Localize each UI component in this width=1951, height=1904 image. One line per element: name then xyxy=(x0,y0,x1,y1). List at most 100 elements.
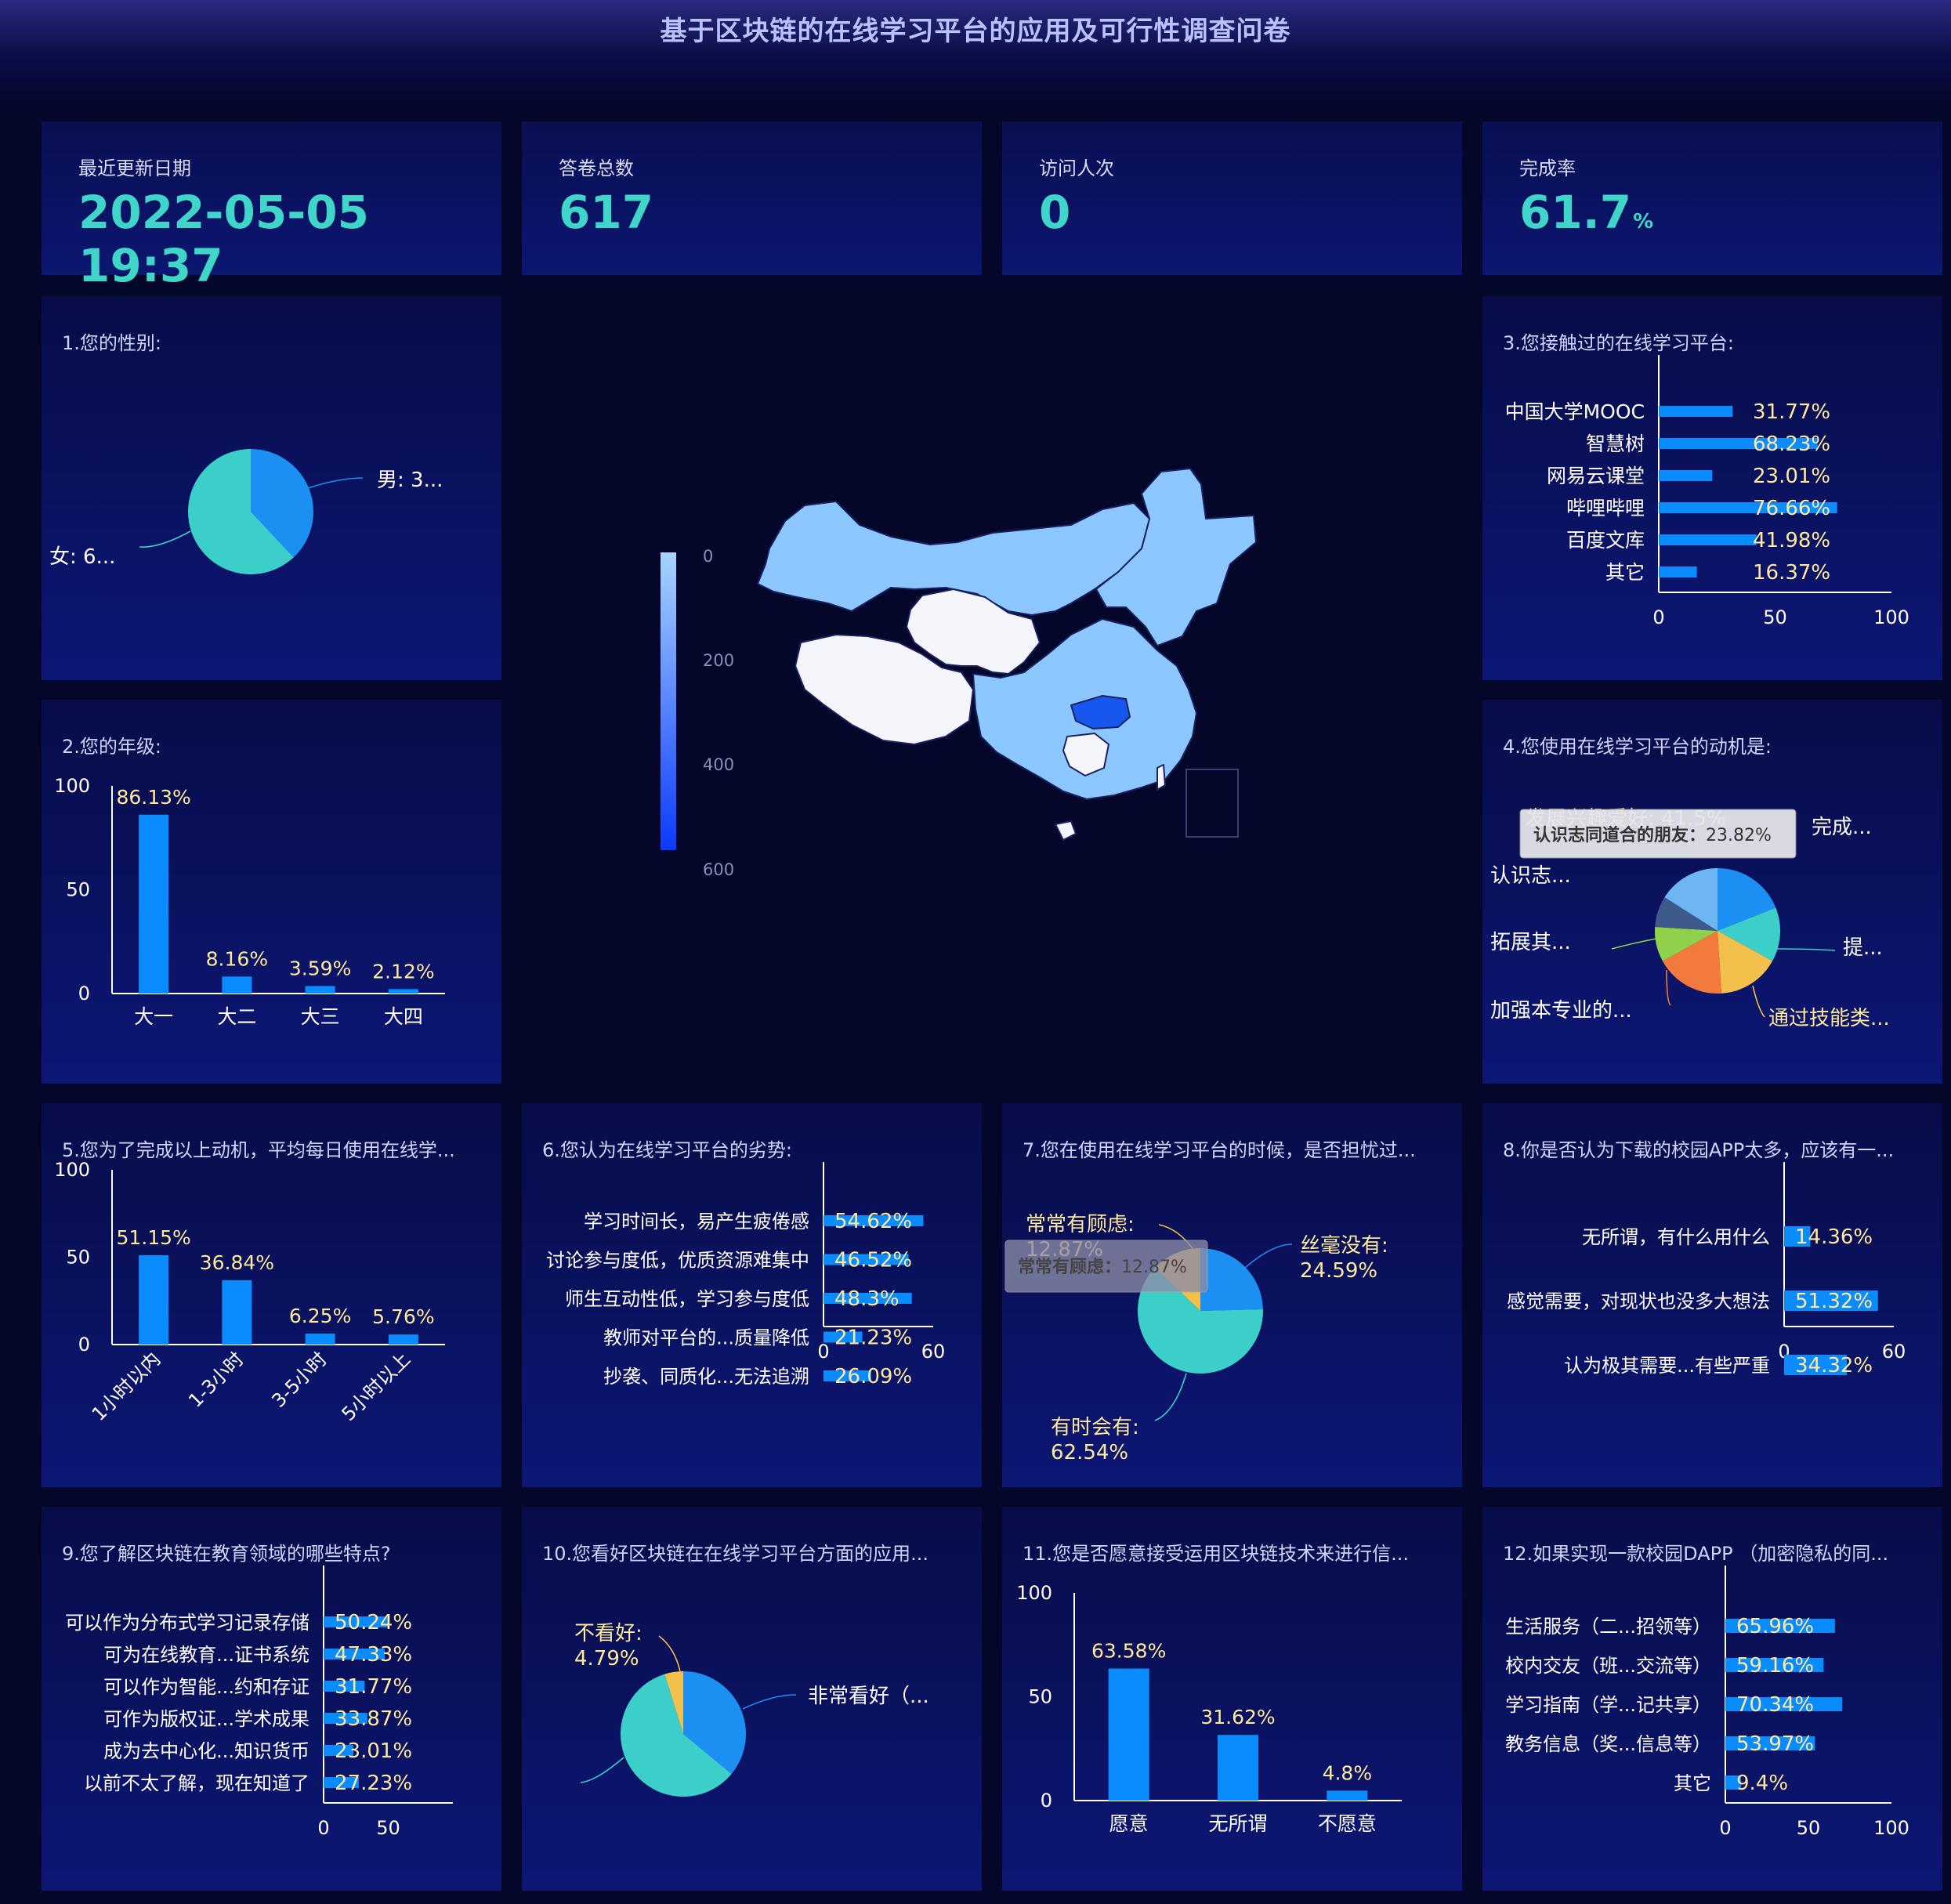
pie-label: 62.54% xyxy=(1051,1441,1128,1464)
pie-slice xyxy=(683,1671,746,1774)
bar xyxy=(1659,438,1818,449)
x-tick-label: 大二 xyxy=(217,1005,256,1028)
bar xyxy=(324,1745,353,1756)
data-label: 21.23% xyxy=(834,1327,912,1350)
data-label: 31.77% xyxy=(1753,400,1830,424)
y-category-label: 可以作为智能...约和存证 xyxy=(103,1676,309,1698)
data-label: 41.98% xyxy=(1753,529,1830,552)
region-north-west[interactable] xyxy=(757,501,1150,616)
x-tick-label: 大四 xyxy=(384,1005,423,1028)
chart-q5: 0 50 100 51.15% 1小时以内 36.84% 1-3小时 6.25% 3-5小时 5.… xyxy=(54,1159,445,1425)
bar xyxy=(1218,1735,1258,1801)
pie-label: 拓展其... xyxy=(1490,931,1571,954)
tooltip-text: 认识志同道合的朋友：23.82% xyxy=(1533,825,1772,845)
data-label: 16.37% xyxy=(1753,561,1830,585)
region-qinghai[interactable] xyxy=(906,588,1041,675)
data-label: 51.32% xyxy=(1795,1290,1873,1313)
y-category-label: 智慧树 xyxy=(1586,433,1645,455)
kpi-label: 最近更新日期 xyxy=(78,157,191,179)
chart-q7: 丝毫没有:24.59%有时会有:62.54%常常有顾虑:12.87%常常有顾虑：… xyxy=(1004,1213,1388,1464)
data-label: 54.62% xyxy=(834,1210,912,1233)
kpi-value: 2022-05-05 19:37 xyxy=(78,186,369,292)
pie-label: 24.59% xyxy=(1300,1259,1377,1283)
x-tick-label: 60 xyxy=(921,1341,946,1363)
data-label: 23.01% xyxy=(335,1739,412,1763)
y-category-label: 教务信息（奖...信息等） xyxy=(1505,1733,1711,1755)
kpi-label: 访问人次 xyxy=(1039,157,1114,179)
x-tick-label: 100 xyxy=(1873,606,1909,628)
pie-label: 认识志... xyxy=(1490,864,1571,888)
pie-label: 提... xyxy=(1843,936,1883,960)
tooltip-text: 常常有顾虑：12.87% xyxy=(1018,1257,1187,1277)
label-leader-line xyxy=(580,1757,624,1783)
pie-label: 男: 3... xyxy=(377,469,443,492)
x-tick-label: 1小时以内 xyxy=(88,1348,165,1424)
x-tick-label: 5小时以上 xyxy=(338,1348,414,1424)
bar xyxy=(388,989,418,994)
y-tick-label: 100 xyxy=(54,775,90,797)
x-tick-label: 1-3小时 xyxy=(184,1348,248,1411)
bar xyxy=(823,1293,912,1304)
kpi-card-completion-rate: 完成率 61.7% xyxy=(1482,121,1942,275)
bar xyxy=(823,1215,924,1226)
pie-label: 非常看好（... xyxy=(808,1685,929,1708)
bar xyxy=(1659,470,1713,481)
bar xyxy=(1659,406,1733,417)
pie-slice xyxy=(1718,907,1780,961)
china-map[interactable]: 0 200 400 600 xyxy=(523,298,1453,1081)
data-label: 59.16% xyxy=(1736,1654,1814,1678)
pie-slice xyxy=(1718,931,1773,994)
kpi-card-update-date: 最近更新日期 2022-05-05 19:37 xyxy=(42,121,501,292)
data-label: 33.87% xyxy=(335,1707,412,1731)
region-taiwan[interactable] xyxy=(1156,764,1166,791)
china-map-svg[interactable]: 0 200 400 600 xyxy=(523,298,1453,1081)
y-category-label: 学习指南（学...记共享） xyxy=(1505,1694,1711,1716)
x-tick-label: 50 xyxy=(1763,606,1787,628)
region-tibet[interactable] xyxy=(795,634,974,745)
x-tick-label: 0 xyxy=(1652,606,1664,628)
bar xyxy=(324,1713,367,1724)
chart-q6: 0 60 学习时间长，易产生疲倦感 54.62% 讨论参与度低，优质资源难集中 46.52… xyxy=(546,1162,946,1388)
bar xyxy=(1784,1226,1811,1247)
data-label: 14.36% xyxy=(1795,1225,1873,1249)
label-leader-line xyxy=(1154,1373,1187,1421)
y-category-label: 可以作为分布式学习记录存储 xyxy=(65,1612,309,1634)
x-tick-label: 不愿意 xyxy=(1318,1812,1377,1835)
region-highlighted[interactable] xyxy=(1070,695,1131,729)
pie-label: 4.79% xyxy=(574,1647,639,1671)
y-tick-label: 50 xyxy=(1028,1686,1052,1708)
chart-q4: 完成...提...通过技能类...加强本专业的...拓展其...认识志...发展… xyxy=(1490,807,1890,1030)
y-category-label: 生活服务（二...招领等） xyxy=(1505,1616,1711,1638)
y-tick-label: 100 xyxy=(1016,1582,1052,1604)
data-label: 3.59% xyxy=(289,957,351,979)
chart-q9: 0 50 可以作为分布式学习记录存储 50.24% 可为在线教育...证书系统 47.33… xyxy=(65,1566,453,1839)
region-hainan[interactable] xyxy=(1055,820,1077,841)
panel-q5-daily-usage: 5.您为了完成以上动机，平均每日使用在线学... 0 50 100 51.15% 1小时以… xyxy=(42,1103,501,1487)
bar xyxy=(1659,502,1837,513)
tooltip-box xyxy=(1004,1240,1208,1293)
panel-q4-motivation: 4.您使用在线学习平台的动机是: 完成... 提... 通过技能类... 加强本专业的.… xyxy=(1482,700,1942,1084)
bar xyxy=(1784,1355,1848,1375)
data-label: 4.8% xyxy=(1323,1761,1373,1784)
label-leader-line xyxy=(1752,985,1765,1018)
panel-q12-campus-dapp: 12.如果实现一款校园DAPP （加密隐私的同... 0 50 100 生活服务（二..… xyxy=(1482,1507,1942,1891)
bar xyxy=(324,1616,389,1627)
chart-q11: 0 50 100 63.58% 愿意 31.62% 无所谓 4.8% 不愿意 xyxy=(1016,1582,1402,1835)
kpi-value: 0 xyxy=(1039,186,1071,239)
label-leader-line xyxy=(1611,938,1657,950)
x-tick-label: 无所谓 xyxy=(1208,1812,1267,1835)
bar xyxy=(1725,1619,1835,1633)
region-south-white[interactable] xyxy=(1062,733,1109,776)
data-label: 31.77% xyxy=(335,1675,412,1699)
panel-q3-platforms: 3.您接触过的在线学习平台: 0 50 100 中国大学MOOC 31.77% 智慧树 68.… xyxy=(1482,296,1942,680)
pie-slice xyxy=(664,1671,683,1734)
visual-map-bar[interactable] xyxy=(661,552,676,850)
pie-label: 通过技能类... xyxy=(1768,1007,1890,1030)
data-label: 6.25% xyxy=(289,1305,351,1327)
pie-label: 丝毫没有: xyxy=(1300,1234,1388,1258)
y-category-label: 百度文库 xyxy=(1566,529,1645,552)
kpi-card-total-responses: 答卷总数 617 xyxy=(522,121,982,275)
bar xyxy=(222,1280,252,1345)
y-category-label: 中国大学MOOC xyxy=(1505,400,1645,423)
